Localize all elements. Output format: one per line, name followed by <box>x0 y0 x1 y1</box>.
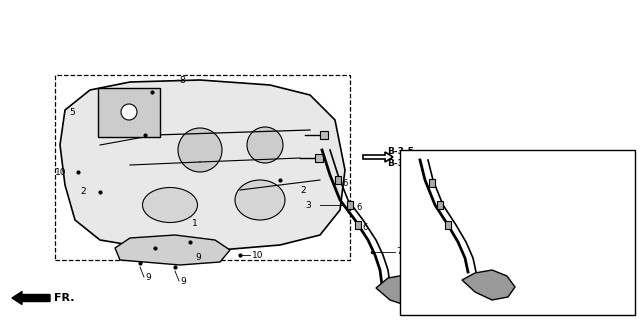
Text: B-3-5: B-3-5 <box>387 147 414 156</box>
Ellipse shape <box>235 180 285 220</box>
Bar <box>55 75 350 260</box>
Text: 10: 10 <box>54 167 66 177</box>
Text: 11: 11 <box>462 306 474 315</box>
Text: 6: 6 <box>342 179 348 188</box>
FancyArrow shape <box>363 152 393 162</box>
Text: 10: 10 <box>252 251 264 260</box>
Bar <box>429 179 435 187</box>
Bar <box>400 150 635 315</box>
Text: B-3-6: B-3-6 <box>387 158 414 167</box>
Bar <box>445 221 451 229</box>
Text: 9: 9 <box>195 252 201 261</box>
Text: 2: 2 <box>300 186 306 195</box>
Circle shape <box>247 127 283 163</box>
Ellipse shape <box>143 188 198 222</box>
Text: 2: 2 <box>81 188 86 196</box>
Text: 8: 8 <box>179 76 185 84</box>
Text: 7: 7 <box>493 251 499 260</box>
Bar <box>355 221 361 229</box>
Text: 6: 6 <box>455 223 460 233</box>
FancyArrow shape <box>12 292 50 305</box>
Polygon shape <box>60 80 345 250</box>
Text: 6: 6 <box>438 181 444 190</box>
Circle shape <box>121 104 137 120</box>
Text: 12: 12 <box>523 298 534 307</box>
Text: 2: 2 <box>122 123 128 132</box>
Text: 6: 6 <box>447 204 452 212</box>
Bar <box>315 154 323 162</box>
Text: 2: 2 <box>169 254 175 263</box>
Text: FR.: FR. <box>54 293 74 303</box>
Bar <box>320 131 328 139</box>
Bar <box>347 201 353 209</box>
Text: 6: 6 <box>362 223 367 233</box>
Bar <box>437 201 443 209</box>
FancyBboxPatch shape <box>98 88 160 137</box>
Bar <box>335 176 341 184</box>
Text: TXM4B0300A: TXM4B0300A <box>530 303 586 312</box>
Polygon shape <box>115 235 230 265</box>
Text: 5: 5 <box>69 108 75 116</box>
Circle shape <box>178 128 222 172</box>
Text: 9: 9 <box>180 277 186 286</box>
Text: 7: 7 <box>396 247 402 257</box>
Text: 6: 6 <box>356 203 362 212</box>
Text: 9: 9 <box>145 274 151 283</box>
Text: 1: 1 <box>192 220 198 228</box>
Polygon shape <box>376 275 428 305</box>
Text: 3: 3 <box>305 201 311 210</box>
Text: 4: 4 <box>441 285 447 294</box>
Polygon shape <box>462 270 515 300</box>
